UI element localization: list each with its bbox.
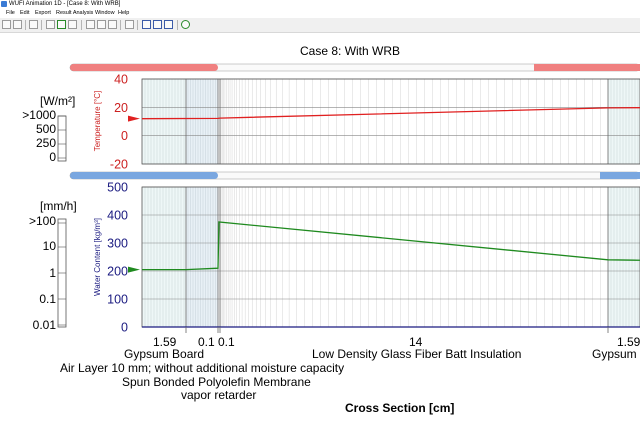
heat-indicator-scale [57, 115, 67, 162]
layers-icon[interactable] [164, 20, 173, 29]
chart-title: Case 8: With WRB [300, 44, 401, 58]
temperature-ytick-label: 0 [121, 129, 128, 143]
water-content-ytick-label: 300 [107, 237, 128, 251]
layer-name: Gypsum Board [592, 347, 640, 361]
layer-name: Spun Bonded Polyolefin Membrane [122, 375, 311, 389]
temperature-series-line [142, 107, 640, 120]
settings-icon[interactable] [125, 20, 134, 29]
water-content-ytick-label: 100 [107, 293, 128, 307]
water-content-ytick-label: 500 [107, 181, 128, 195]
save-icon[interactable] [13, 20, 22, 29]
temperature-surface-marker [128, 115, 140, 122]
moisture-flux-fill-left [70, 172, 218, 179]
toolbar-separator [41, 20, 42, 30]
temperature-ytick-label: -20 [110, 158, 128, 172]
open-icon[interactable] [2, 20, 11, 29]
toolbar-separator [25, 20, 26, 30]
layer-name: Gypsum Board [124, 347, 205, 361]
menu-export[interactable]: Export [35, 10, 51, 16]
heat-unit-label: [W/m²] [40, 94, 76, 108]
heat-tick: 250 [35, 136, 56, 150]
rain-tick: 0.1 [39, 292, 56, 306]
title-bar: WUFI Animation 1D - [Case 8: With WRB] [0, 0, 640, 9]
toolbar-separator [81, 20, 82, 30]
water-content-ytick-label: 400 [107, 209, 128, 223]
rain-tick: >100 [28, 214, 56, 228]
heat-flux-fill-right [534, 64, 640, 71]
layer-thickness: 14 [409, 335, 423, 349]
rain-tick: 0.01 [32, 318, 56, 332]
layer-name: Low Density Glass Fiber Batt Insulation [312, 347, 522, 361]
water-content-layer-bg [186, 187, 218, 327]
heat-tick: >1000 [22, 108, 56, 122]
menu-help[interactable]: Help [118, 10, 130, 16]
water-content-ytick-label: 0 [121, 321, 128, 335]
record-icon[interactable] [46, 20, 55, 29]
rain-tick: 1 [49, 266, 56, 280]
layer-name: Air Layer 10 mm; without additional mois… [60, 361, 345, 375]
print-icon[interactable] [29, 20, 38, 29]
layer-thickness: 1.59 [617, 335, 640, 349]
menu-result-analysis[interactable]: Result Analysis [56, 10, 94, 16]
toolbar-separator [177, 20, 178, 30]
water-content-ytick-label: 200 [107, 265, 128, 279]
menu-bar: File Edit Export Result Analysis Window … [0, 9, 640, 18]
info-icon[interactable] [181, 20, 190, 29]
view-icon[interactable] [142, 20, 151, 29]
paste-icon[interactable] [108, 20, 117, 29]
play-icon[interactable] [57, 20, 66, 29]
loop-icon[interactable] [86, 20, 95, 29]
list-icon[interactable] [153, 20, 162, 29]
water-content-series-line [142, 221, 640, 271]
menu-window[interactable]: Window [95, 10, 115, 16]
menu-edit[interactable]: Edit [20, 10, 30, 16]
layer-thickness: 1.59 [153, 335, 177, 349]
heat-flux-fill-left [70, 64, 218, 71]
vapor-retarder-label: vapor retarder [181, 388, 257, 402]
window-title: WUFI Animation 1D - [Case 8: With WRB] [9, 1, 121, 7]
menu-file[interactable]: File [6, 10, 15, 16]
app-icon [1, 1, 7, 7]
toolbar-separator [120, 20, 121, 30]
temperature-y-axis-label: Temperature [°C] [93, 91, 102, 152]
water-content-surface-marker [128, 266, 140, 273]
toolbar [0, 18, 640, 33]
heat-tick: 500 [35, 122, 56, 136]
temperature-ytick-label: 20 [114, 101, 128, 115]
moisture-flux-fill-right [600, 172, 640, 179]
temperature-layer-bg [608, 79, 640, 164]
temperature-ytick-label: 40 [114, 73, 128, 87]
toolbar-separator [137, 20, 138, 30]
temperature-frame [141, 78, 640, 165]
x-axis-label: Cross Section [cm] [345, 401, 455, 415]
rain-tick: 10 [42, 239, 56, 253]
water-content-y-axis-label: Water Content [kg/m³] [93, 218, 102, 296]
copy-icon[interactable] [97, 20, 106, 29]
rain-unit-label: [mm/h] [40, 199, 77, 213]
stop-icon[interactable] [68, 20, 77, 29]
water-content-layer-bg [608, 187, 640, 327]
heat-tick: 0 [49, 150, 56, 164]
temperature-layer-bg [186, 79, 218, 164]
layer-thickness: 0.1 [218, 335, 235, 349]
layer-thickness: 0.1 [198, 335, 215, 349]
water-content-layer-bg [142, 187, 186, 327]
temperature-layer-bg [142, 79, 186, 164]
animation-canvas: 40 20 0 -20 Temperature [°C] 500 400 300 200 100 0… [0, 33, 640, 426]
